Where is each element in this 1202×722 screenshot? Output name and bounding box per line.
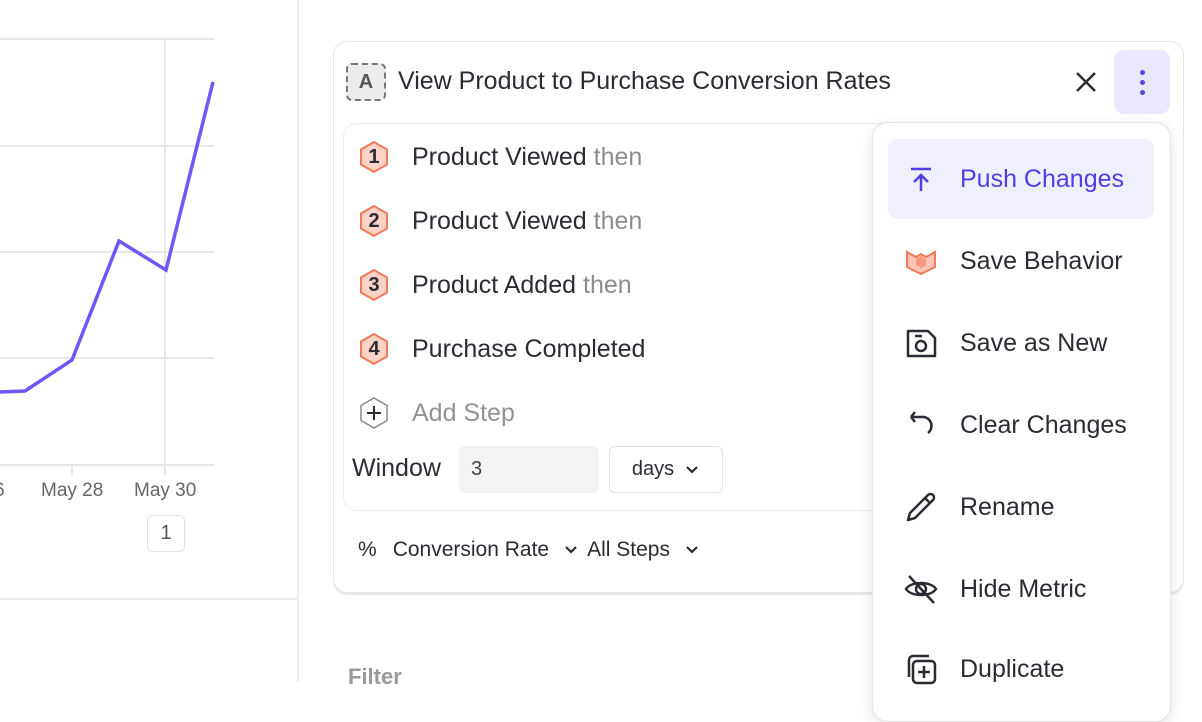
menu-item-clear-changes[interactable]: Clear Changes bbox=[888, 385, 1154, 465]
menu-item-push-changes[interactable]: Push Changes bbox=[888, 139, 1154, 219]
step-number-hex-icon: 1 bbox=[358, 140, 390, 174]
menu-item-rename[interactable]: Rename bbox=[888, 467, 1154, 547]
dot bbox=[1139, 79, 1145, 85]
percent-icon: % bbox=[358, 538, 377, 561]
step-number-hex-icon: 4 bbox=[358, 332, 390, 366]
metric-title[interactable]: View Product to Purchase Conversion Rate… bbox=[398, 67, 891, 95]
annotation-badge[interactable]: 1 bbox=[147, 515, 185, 552]
dot bbox=[1139, 89, 1145, 95]
options-menu bbox=[872, 122, 1171, 722]
window-unit-value: days bbox=[631, 458, 675, 480]
step-row[interactable]: 1 Product Viewed then bbox=[358, 137, 642, 177]
step-event[interactable]: Purchase Completed bbox=[412, 334, 646, 363]
x-tick-label: May 30 bbox=[134, 480, 197, 501]
step-event[interactable]: Product Added bbox=[412, 270, 577, 299]
menu-item-label: Save Behavior bbox=[960, 246, 1123, 275]
eye-off-icon bbox=[904, 575, 938, 604]
menu-item-label: Rename bbox=[960, 492, 1055, 521]
menu-item-save-as-new[interactable]: Save as New bbox=[888, 303, 1154, 383]
scope-select[interactable]: All Steps bbox=[587, 538, 670, 561]
add-step-label: Add Step bbox=[412, 398, 515, 427]
pencil-icon bbox=[906, 492, 936, 522]
behavior-icon bbox=[906, 250, 936, 276]
dot bbox=[1139, 69, 1145, 75]
step-row[interactable]: 3 Product Added then bbox=[358, 265, 632, 305]
add-hex-icon bbox=[358, 396, 390, 430]
close-icon[interactable] bbox=[1072, 68, 1100, 96]
push-icon bbox=[911, 167, 931, 191]
menu-item-label: Hide Metric bbox=[960, 574, 1087, 603]
chevron-down-icon[interactable] bbox=[684, 545, 700, 555]
step-event[interactable]: Product Viewed bbox=[412, 206, 587, 235]
more-options-button[interactable] bbox=[1114, 50, 1170, 114]
add-step-button[interactable]: Add Step bbox=[358, 393, 515, 433]
chart-panel: 6 May 28 May 30 1 bbox=[0, 0, 299, 682]
menu-item-label: Duplicate bbox=[960, 654, 1065, 683]
step-number-hex-icon: 3 bbox=[358, 268, 390, 302]
step-suffix: then bbox=[593, 206, 643, 235]
menu-item-label: Save as New bbox=[960, 328, 1108, 357]
divider bbox=[0, 598, 298, 600]
measure-row: % Conversion Rate All Steps bbox=[358, 538, 700, 562]
menu-item-label: Clear Changes bbox=[960, 410, 1127, 439]
x-tick-label: 6 bbox=[0, 480, 5, 502]
step-row[interactable]: 4 Purchase Completed bbox=[358, 329, 645, 369]
chevron-down-icon bbox=[686, 465, 698, 474]
filter-heading: Filter bbox=[348, 664, 402, 689]
window-input[interactable] bbox=[459, 446, 599, 493]
menu-item-save-behavior[interactable]: Save Behavior bbox=[888, 221, 1154, 301]
step-number-hex-icon: 2 bbox=[358, 204, 390, 238]
step-event[interactable]: Product Viewed bbox=[412, 142, 587, 171]
measure-select[interactable]: Conversion Rate bbox=[392, 538, 550, 561]
metric-card bbox=[333, 41, 1184, 593]
undo-icon bbox=[910, 411, 933, 434]
menu-item-duplicate[interactable]: Duplicate bbox=[888, 629, 1154, 709]
metric-letter-badge[interactable]: A bbox=[346, 63, 386, 101]
line-chart bbox=[0, 38, 215, 475]
window-unit-select[interactable]: days bbox=[609, 446, 723, 493]
step-suffix: then bbox=[593, 142, 643, 171]
step-row[interactable]: 2 Product Viewed then bbox=[358, 201, 642, 241]
save-icon bbox=[906, 329, 937, 358]
chevron-down-icon[interactable] bbox=[563, 545, 579, 555]
menu-item-hide-metric[interactable]: Hide Metric bbox=[888, 549, 1154, 629]
step-suffix: then bbox=[583, 270, 632, 299]
x-tick-label: May 28 bbox=[41, 480, 104, 501]
menu-item-label: Push Changes bbox=[960, 164, 1125, 193]
window-label: Window bbox=[352, 454, 441, 482]
series-line bbox=[0, 81, 215, 394]
